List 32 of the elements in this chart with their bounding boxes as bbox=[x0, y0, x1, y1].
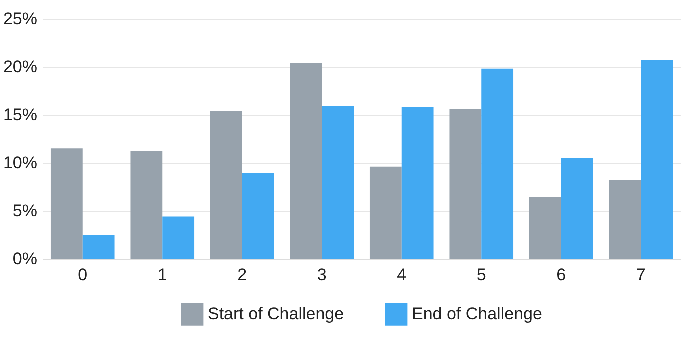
bar bbox=[482, 68, 514, 259]
bar bbox=[50, 148, 83, 259]
bar bbox=[370, 166, 402, 259]
bar bbox=[641, 60, 674, 259]
x-tick-label: 2 bbox=[238, 266, 248, 284]
x-tick-label: 0 bbox=[78, 266, 88, 284]
x-tick-label: 6 bbox=[556, 266, 566, 284]
bar bbox=[162, 216, 195, 259]
x-tick-label: 3 bbox=[317, 266, 327, 284]
y-tick-label: 0% bbox=[12, 250, 38, 268]
y-tick-label: 20% bbox=[3, 58, 38, 76]
bar bbox=[130, 151, 163, 259]
x-tick-label: 5 bbox=[476, 266, 486, 284]
bar bbox=[210, 111, 242, 259]
y-tick-label: 5% bbox=[12, 202, 38, 220]
bar bbox=[82, 235, 115, 259]
bar bbox=[242, 174, 274, 259]
y-tick-label: 25% bbox=[3, 10, 38, 28]
x-tick-label: 1 bbox=[158, 266, 168, 284]
y-tick-label: 10% bbox=[3, 154, 38, 172]
legend-label: End of Challenge bbox=[412, 304, 542, 324]
y-tick-label: 15% bbox=[3, 106, 38, 124]
bar bbox=[609, 180, 642, 259]
bar bbox=[402, 107, 434, 259]
bar bbox=[450, 109, 482, 259]
x-tick-label: 4 bbox=[397, 266, 407, 284]
x-tick-label: 7 bbox=[636, 266, 646, 284]
legend-label: Start of Challenge bbox=[208, 304, 344, 324]
bar bbox=[561, 158, 594, 259]
bar bbox=[529, 198, 562, 259]
bar bbox=[322, 106, 354, 259]
bar bbox=[290, 63, 322, 259]
